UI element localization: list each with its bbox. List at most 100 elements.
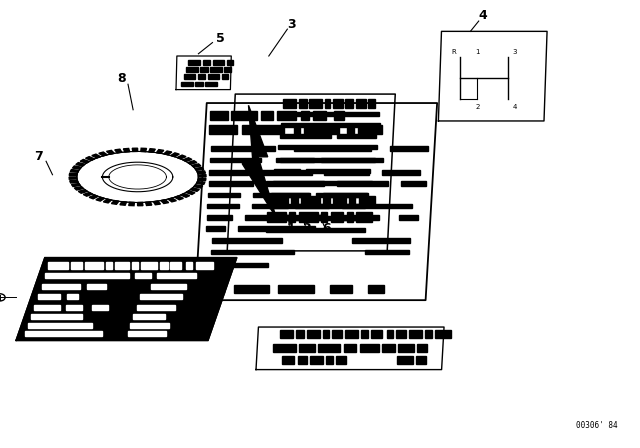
Polygon shape — [281, 123, 380, 127]
Polygon shape — [188, 60, 200, 65]
Polygon shape — [177, 155, 186, 159]
Polygon shape — [294, 146, 371, 151]
Text: 1: 1 — [287, 222, 296, 235]
Polygon shape — [399, 215, 418, 220]
Polygon shape — [200, 67, 208, 72]
Polygon shape — [299, 344, 315, 352]
Polygon shape — [86, 157, 95, 160]
Polygon shape — [133, 314, 165, 319]
Polygon shape — [188, 161, 197, 164]
Polygon shape — [77, 151, 198, 202]
Polygon shape — [31, 314, 82, 319]
Polygon shape — [316, 193, 367, 197]
Text: 00306' 84: 00306' 84 — [576, 421, 618, 430]
Polygon shape — [358, 196, 374, 206]
Polygon shape — [80, 159, 90, 163]
Polygon shape — [132, 262, 138, 269]
Polygon shape — [227, 94, 396, 251]
Polygon shape — [171, 153, 179, 157]
Polygon shape — [332, 330, 342, 338]
Polygon shape — [309, 99, 322, 108]
Polygon shape — [337, 181, 388, 186]
Polygon shape — [396, 330, 406, 338]
Polygon shape — [198, 74, 205, 79]
Polygon shape — [170, 262, 182, 269]
Polygon shape — [323, 193, 368, 197]
Polygon shape — [181, 82, 193, 86]
Polygon shape — [176, 56, 231, 90]
Text: 3: 3 — [513, 49, 517, 55]
Polygon shape — [242, 125, 284, 134]
Text: 2: 2 — [475, 104, 479, 110]
Polygon shape — [299, 212, 318, 222]
Polygon shape — [276, 111, 296, 120]
Polygon shape — [291, 196, 298, 206]
Polygon shape — [210, 158, 261, 162]
Polygon shape — [333, 196, 346, 206]
Polygon shape — [25, 331, 102, 336]
Text: 4: 4 — [513, 104, 517, 110]
Polygon shape — [345, 330, 358, 338]
Polygon shape — [324, 170, 369, 175]
Polygon shape — [89, 195, 98, 199]
Polygon shape — [333, 99, 343, 108]
Polygon shape — [186, 67, 198, 72]
Polygon shape — [280, 158, 383, 162]
Polygon shape — [207, 215, 232, 220]
Polygon shape — [145, 202, 152, 206]
Polygon shape — [202, 60, 210, 65]
Polygon shape — [16, 258, 237, 340]
Polygon shape — [186, 262, 192, 269]
Polygon shape — [208, 193, 240, 197]
Polygon shape — [141, 148, 147, 151]
Polygon shape — [356, 212, 372, 222]
Polygon shape — [268, 216, 367, 220]
Polygon shape — [401, 181, 426, 186]
Polygon shape — [225, 67, 231, 72]
Polygon shape — [127, 331, 166, 336]
Polygon shape — [210, 111, 228, 120]
Polygon shape — [307, 330, 319, 338]
Polygon shape — [341, 215, 380, 220]
Polygon shape — [266, 228, 365, 232]
Polygon shape — [69, 177, 77, 179]
Polygon shape — [271, 193, 309, 197]
Polygon shape — [342, 204, 412, 208]
Polygon shape — [208, 74, 220, 79]
Polygon shape — [135, 273, 151, 278]
Polygon shape — [301, 196, 320, 206]
Polygon shape — [70, 180, 78, 183]
Polygon shape — [284, 99, 296, 108]
Polygon shape — [326, 356, 333, 364]
Polygon shape — [154, 201, 161, 205]
Polygon shape — [124, 148, 130, 152]
Text: R: R — [452, 49, 456, 55]
Text: 4: 4 — [479, 9, 488, 22]
Polygon shape — [336, 356, 346, 364]
Polygon shape — [417, 344, 427, 352]
Polygon shape — [198, 175, 206, 177]
Polygon shape — [70, 262, 83, 269]
Polygon shape — [45, 273, 129, 278]
Polygon shape — [252, 204, 329, 208]
Polygon shape — [349, 196, 355, 206]
Polygon shape — [245, 215, 322, 220]
Polygon shape — [72, 184, 80, 186]
Polygon shape — [301, 111, 308, 120]
Polygon shape — [99, 152, 108, 156]
Text: 8: 8 — [117, 72, 126, 85]
Polygon shape — [231, 111, 257, 120]
Polygon shape — [211, 250, 294, 254]
Polygon shape — [38, 294, 60, 299]
Polygon shape — [102, 162, 173, 192]
Polygon shape — [289, 212, 296, 222]
Polygon shape — [69, 173, 77, 176]
Polygon shape — [273, 344, 296, 352]
Polygon shape — [382, 170, 420, 175]
Polygon shape — [74, 187, 83, 190]
Polygon shape — [76, 163, 85, 166]
Polygon shape — [132, 148, 138, 151]
Polygon shape — [330, 285, 352, 293]
Text: 3: 3 — [287, 18, 296, 31]
Polygon shape — [242, 105, 276, 217]
